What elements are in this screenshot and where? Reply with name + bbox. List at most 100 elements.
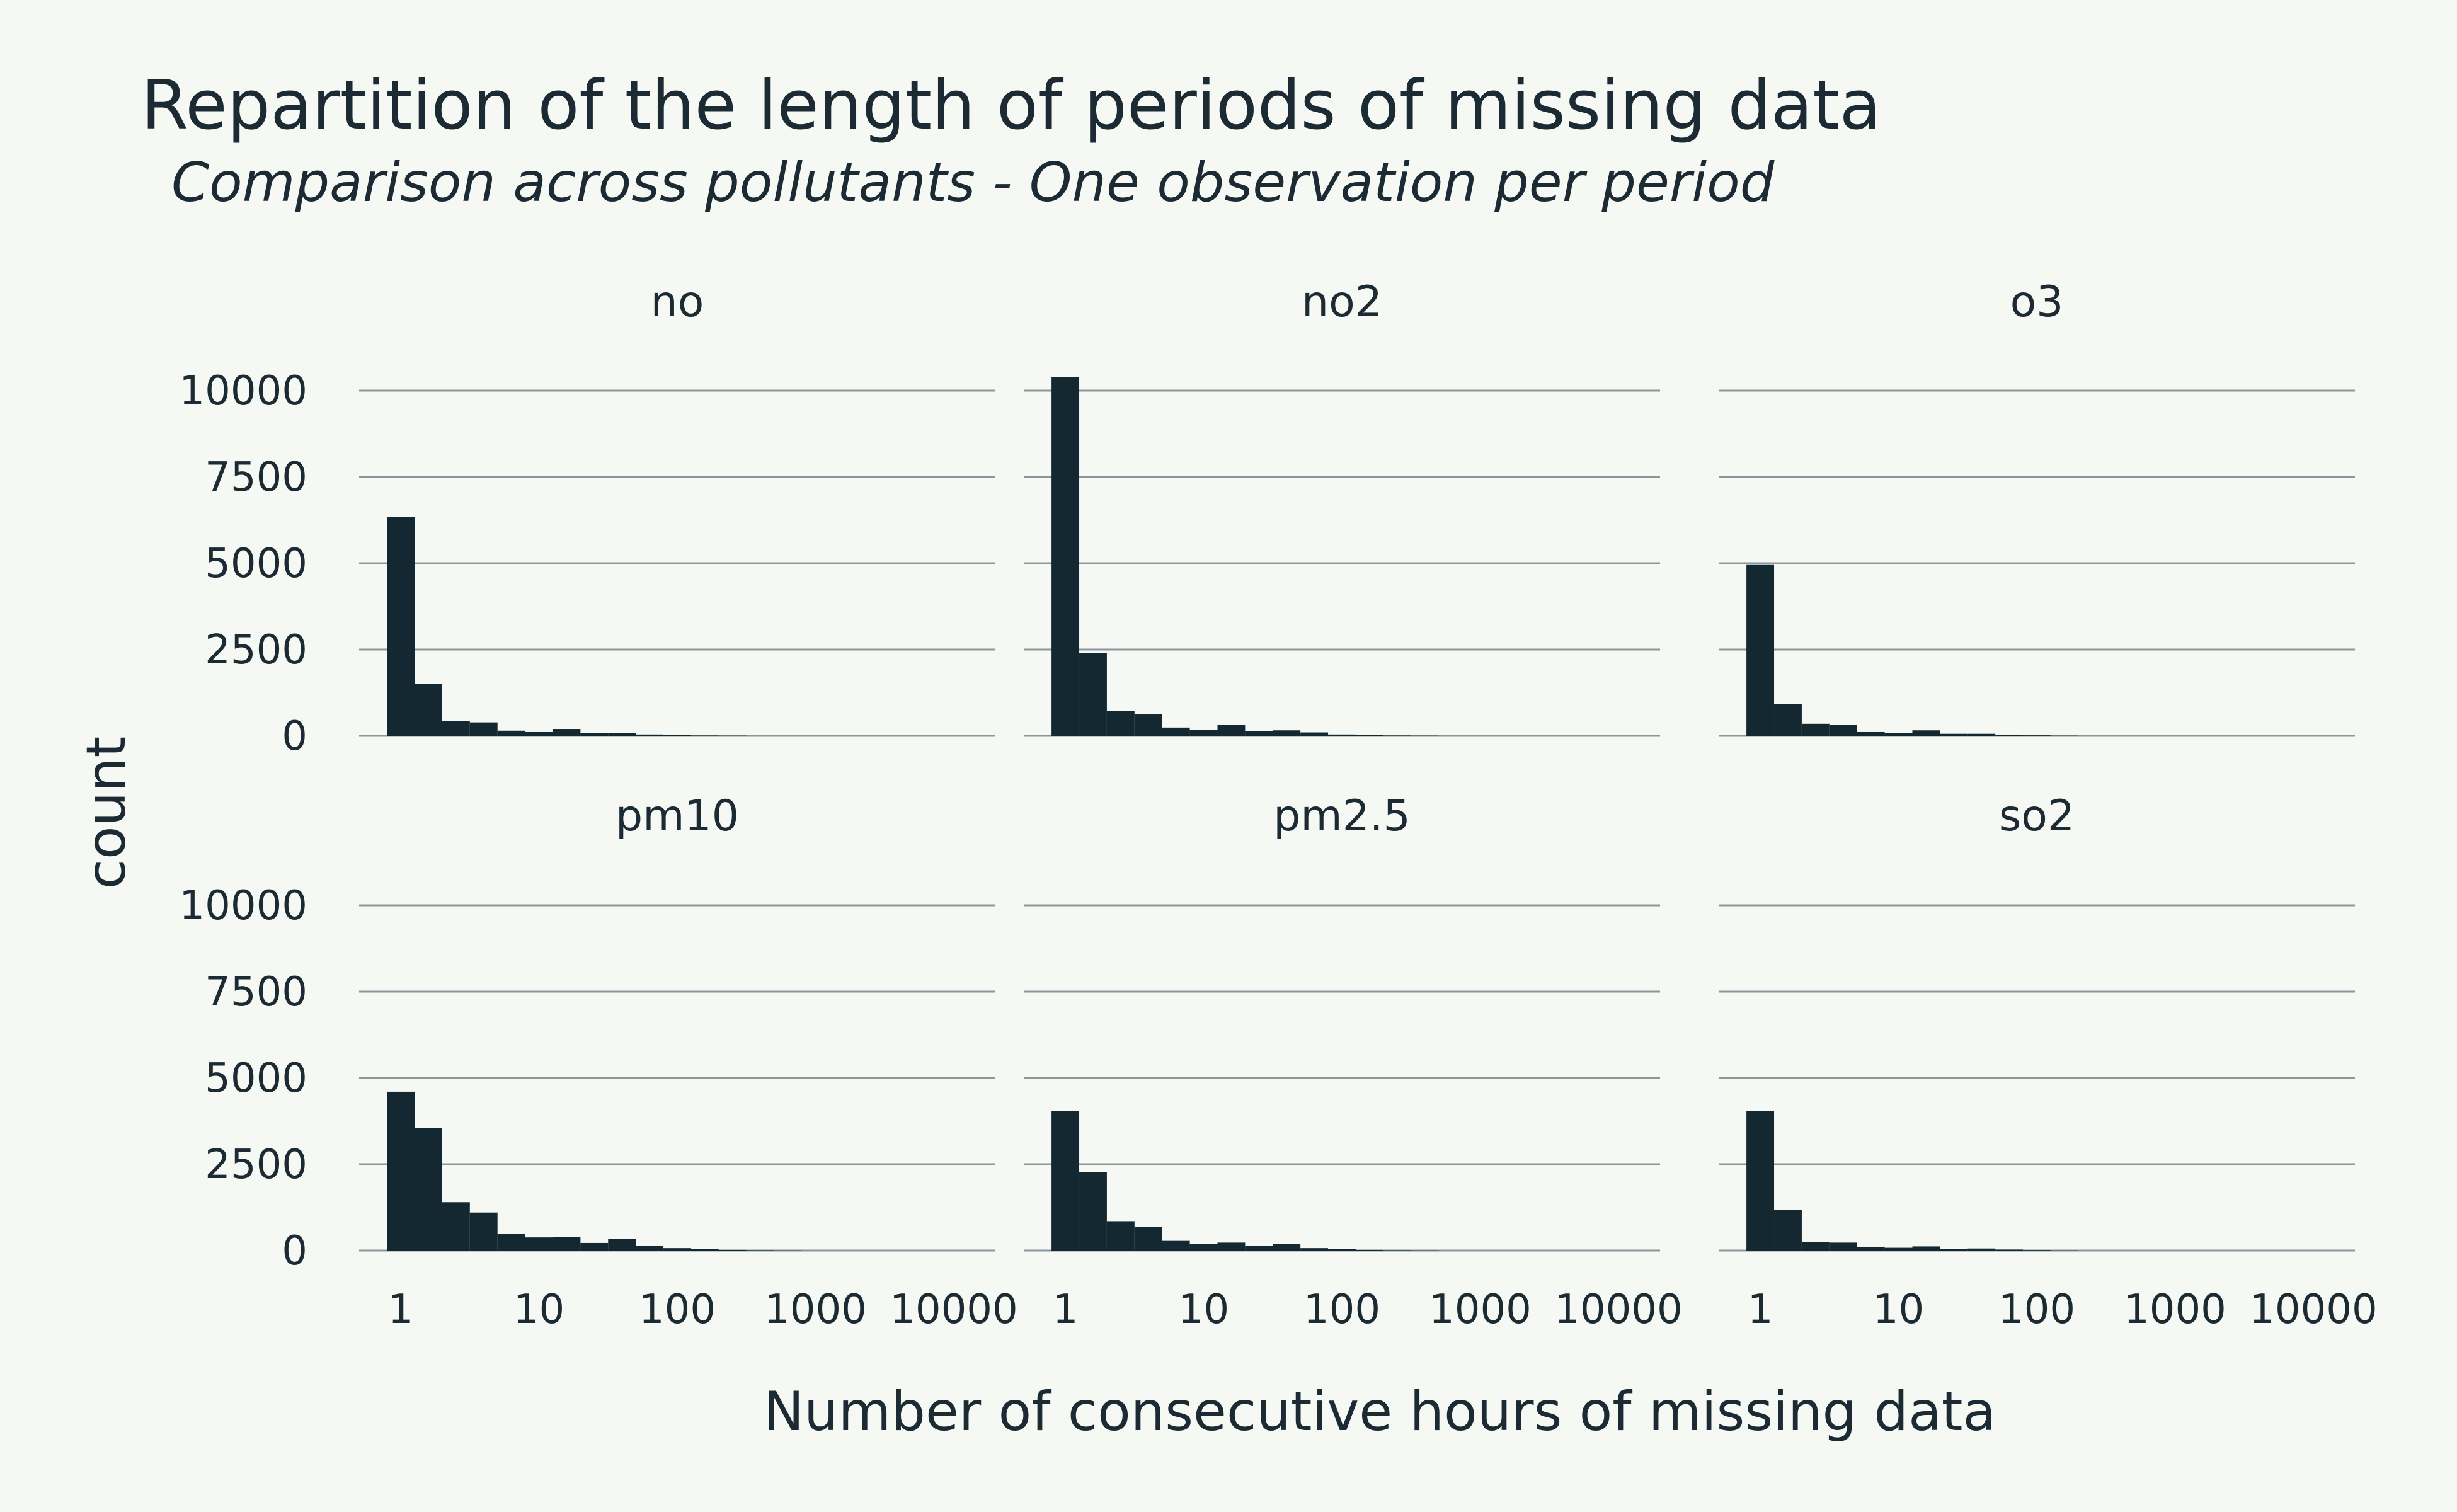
histogram-bar [718,1249,747,1251]
histogram-bar [442,721,470,736]
histogram-bar [1245,1246,1273,1251]
histogram-bar [469,1212,498,1251]
histogram-bar [608,733,636,736]
y-tick-label: 2500 [205,1142,307,1188]
facet-panel-pm2-5: pm2.5 1 10 100 1000 10000 [1024,791,1683,1333]
histogram-bar [553,729,581,736]
histogram-bar [1912,1246,1940,1251]
histogram-bar [1746,1111,1775,1251]
x-tick-label: 1 [1053,1286,1079,1333]
histogram-bar [1051,377,1080,736]
y-tick-label: 0 [282,1228,307,1274]
histogram-bar [663,735,691,736]
histogram-bar [497,1234,525,1251]
histogram-bar [636,1246,664,1251]
histogram-bar [1967,1248,1996,1251]
histogram-bar [1189,730,1218,736]
x-tick-label: 10 [1178,1286,1229,1333]
histogram-bar [1134,714,1162,736]
facet-label: pm10 [616,791,739,841]
x-tick-label: 100 [1998,1286,2075,1333]
y-tick-label: 10000 [179,883,307,929]
histogram-bar [469,722,498,736]
facet-panel-no2: no2 [1024,277,1660,737]
histogram-bar [1774,704,1802,736]
x-tick-label: 1000 [2124,1286,2226,1333]
histogram-bar [525,731,553,736]
histogram-bar [1328,1249,1356,1251]
chart-title: Repartition of the length of periods of … [141,66,1881,145]
histogram-bar [387,1091,415,1251]
histogram-bar [1995,735,2024,736]
facet-label: so2 [1999,791,2075,841]
histogram-bar [1106,711,1135,736]
histogram-bar [497,730,525,736]
y-tick-label: 7500 [205,454,307,501]
x-tick-label: 10 [1873,1286,1924,1333]
histogram-bar [1967,733,1996,736]
histogram-bar [387,517,415,736]
histogram-bar [1134,1227,1162,1251]
x-tick-label: 100 [1303,1286,1380,1333]
y-axis-title: count [75,736,138,890]
histogram-bar [1801,1242,1830,1251]
histogram-bar [553,1237,581,1251]
histogram-bar [580,1242,609,1251]
facet-panel-so2: so2 1 10 100 1000 10000 [1719,791,2378,1333]
histogram-bar [1884,733,1913,736]
histogram-bar [1774,1210,1802,1251]
facet-label: o3 [2010,277,2064,327]
histogram-bar [1995,1249,2024,1251]
facet-panel-pm10: pm10 0 2500 5000 7500 10000 1 10 100 1000 10000 [179,791,1017,1333]
histogram-bar [1355,1249,1383,1251]
histogram-bar [415,684,442,736]
histogram-bar [1051,1111,1080,1251]
histogram-bar [1940,1249,1968,1251]
histogram-bar [1273,730,1301,736]
histogram-bar [1106,1221,1135,1251]
histogram-bar [415,1128,442,1251]
histogram-bar [1884,1247,1913,1251]
histogram-bar [636,734,664,736]
histogram-bar [2023,1250,2051,1251]
x-tick-label: 10000 [1554,1286,1683,1333]
chart-subtitle: Comparison across pollutants - One obser… [171,151,1775,214]
facet-panel-no: no 0 2500 5000 7500 10000 [179,277,995,760]
x-tick-label: 10 [513,1286,564,1333]
histogram-bar [1355,735,1383,736]
x-tick-label: 10000 [2249,1286,2378,1333]
histogram-bar [1300,732,1329,736]
facet-label: no [651,277,704,327]
histogram-bar [1857,731,1885,736]
facet-label: no2 [1302,277,1382,327]
y-tick-label: 5000 [205,1055,307,1102]
x-tick-label: 100 [639,1286,716,1333]
x-tick-label: 1000 [1429,1286,1532,1333]
histogram-bar [1912,730,1940,736]
histogram-bar [1245,731,1273,736]
histogram-bar [1746,564,1775,736]
x-tick-label: 1 [388,1286,414,1333]
histogram-bar [608,1239,636,1251]
histogram-bar [1300,1248,1329,1251]
y-tick-label: 7500 [205,969,307,1016]
histogram-bar [1857,1246,1885,1251]
histogram-bar [580,733,609,736]
histogram-bar [746,1250,774,1251]
histogram-bar [1079,1172,1107,1251]
facets-layer: no 0 2500 5000 7500 10000 no2 o3 pm10 0 2500 5000 75… [179,277,2377,1333]
histogram-bar [1217,1242,1246,1251]
histogram-bar [1940,733,1968,736]
x-tick-label: 1000 [764,1286,867,1333]
histogram-bar [2023,735,2051,736]
histogram-bar [1189,1244,1218,1251]
facet-label: pm2.5 [1273,791,1411,841]
y-tick-label: 10000 [179,368,307,415]
x-axis-title: Number of consecutive hours of missing d… [764,1380,1996,1443]
histogram-bar [442,1202,470,1251]
histogram-bar [525,1237,553,1251]
histogram-bar [1217,724,1246,736]
y-tick-label: 0 [282,713,307,760]
histogram-bar [1162,1240,1190,1251]
